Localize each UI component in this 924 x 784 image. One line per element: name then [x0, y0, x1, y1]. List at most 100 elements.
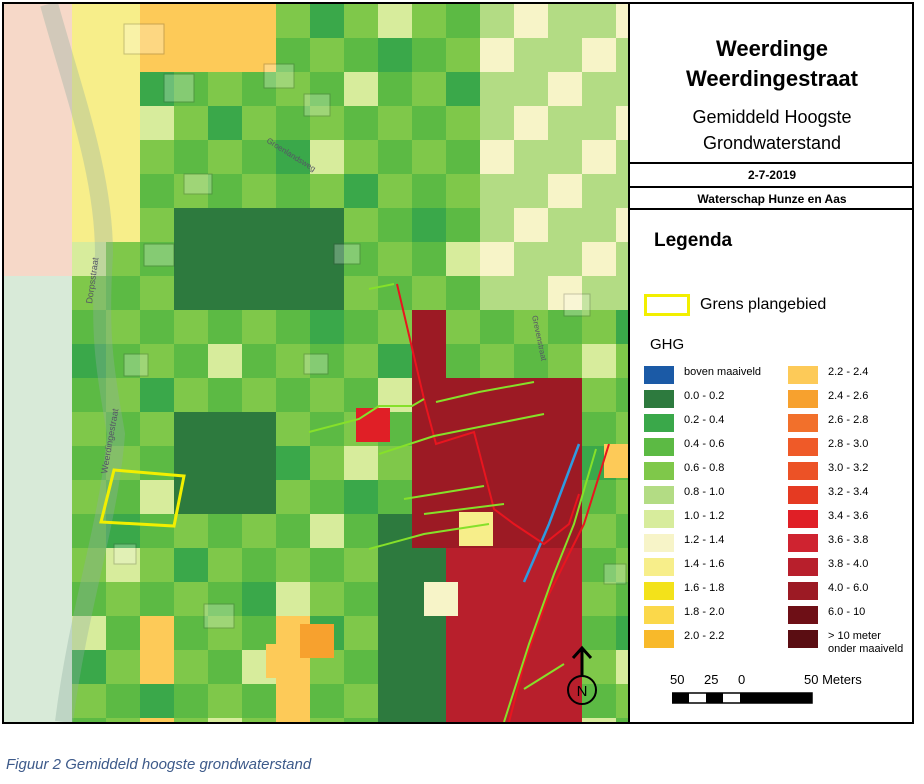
raster-cell — [242, 310, 276, 344]
subtitle: Gemiddeld Hoogste Grondwaterstand — [630, 104, 912, 156]
raster-cell — [378, 276, 412, 310]
raster-cell — [140, 412, 174, 446]
raster-cell — [174, 412, 208, 446]
scale-bar-graphic — [672, 692, 813, 704]
raster-cell — [480, 582, 514, 616]
raster-cell — [38, 616, 72, 650]
raster-cell — [548, 616, 582, 650]
road-weerdingestraat — [40, 4, 126, 722]
raster-cell — [582, 174, 616, 208]
raster-cell — [548, 242, 582, 276]
raster-cell — [344, 446, 378, 480]
raster-cell — [38, 446, 72, 480]
raster-cell — [106, 616, 140, 650]
raster-cell — [106, 684, 140, 718]
ghg-label: GHG — [650, 336, 685, 353]
raster-cell — [106, 582, 140, 616]
raster-cell — [4, 548, 38, 582]
raster-cell — [310, 412, 344, 446]
legend-swatch — [644, 630, 674, 648]
raster-cell — [208, 38, 242, 72]
legend-class-item: 1.4 - 1.6 — [644, 558, 761, 582]
raster-cell — [106, 310, 140, 344]
map-layout-frame: Dorpsstraat Weerdingestraat Groenlandswe… — [2, 2, 914, 724]
raster-cell — [446, 344, 480, 378]
raster-cell — [514, 4, 548, 38]
raster-cell — [480, 616, 514, 650]
raster-cell — [344, 38, 378, 72]
scale-label-0: 0 — [738, 672, 746, 687]
raster-cell — [582, 684, 616, 718]
raster-cell — [378, 446, 412, 480]
building-footprint — [303, 93, 331, 117]
raster-cell — [72, 208, 106, 242]
raster-cell — [378, 140, 412, 174]
scale-label-25: 25 — [704, 672, 719, 687]
raster-cell — [446, 106, 480, 140]
raster-cell — [310, 582, 344, 616]
raster-cell — [344, 344, 378, 378]
raster-cell — [38, 276, 72, 310]
raster-cell — [310, 38, 344, 72]
raster-cell — [174, 616, 208, 650]
raster-cell — [548, 684, 582, 718]
legend-boundary-item: Grens plangebied — [644, 294, 826, 316]
raster-cell — [242, 344, 276, 378]
legend-class-label: 0.8 - 1.0 — [684, 486, 725, 498]
raster-cell — [208, 310, 242, 344]
raster-cell — [412, 174, 446, 208]
raster-cell — [38, 106, 72, 140]
raster-cell — [300, 624, 334, 658]
raster-cell — [140, 174, 174, 208]
raster-cell — [4, 650, 38, 684]
raster-cell — [344, 378, 378, 412]
raster-cell — [344, 310, 378, 344]
raster-cell — [378, 718, 412, 722]
plan-area-boundary[interactable] — [99, 468, 186, 528]
raster-cell — [514, 446, 548, 480]
raster-cell — [616, 276, 628, 310]
raster-cell — [446, 718, 480, 722]
legend-panel: Weerdinge Weerdingestraat Gemiddeld Hoog… — [628, 4, 912, 722]
raster-cell — [72, 344, 106, 378]
raster-cell — [276, 446, 310, 480]
legend-class-item: 2.4 - 2.6 — [788, 390, 903, 414]
raster-cell — [4, 412, 38, 446]
legend-class-label: 2.6 - 2.8 — [828, 414, 869, 426]
raster-cell — [480, 140, 514, 174]
raster-cell — [174, 276, 208, 310]
raster-cell — [72, 38, 106, 72]
raster-cell — [72, 582, 106, 616]
legend-class-label: > 10 meter onder maaiveld — [828, 630, 904, 655]
legend-swatch — [644, 558, 674, 576]
raster-cell — [242, 4, 276, 38]
raster-cell — [72, 174, 106, 208]
raster-cell — [446, 174, 480, 208]
raster-cell — [72, 650, 106, 684]
raster-cell — [140, 140, 174, 174]
raster-cell — [548, 72, 582, 106]
raster-cell — [412, 72, 446, 106]
raster-cell — [4, 72, 38, 106]
groundwater-raster-map: Dorpsstraat Weerdingestraat Groenlandswe… — [4, 4, 628, 722]
raster-cell — [72, 276, 106, 310]
raster-cell — [38, 548, 72, 582]
raster-cell — [140, 718, 174, 722]
raster-cell — [106, 480, 140, 514]
raster-cell — [208, 582, 242, 616]
map-canvas[interactable]: Dorpsstraat Weerdingestraat Groenlandswe… — [4, 4, 628, 722]
raster-cell — [72, 616, 106, 650]
raster-cell — [242, 276, 276, 310]
raster-cell — [174, 582, 208, 616]
raster-cell — [582, 242, 616, 276]
raster-cell — [480, 174, 514, 208]
raster-cell — [38, 582, 72, 616]
raster-cell — [310, 140, 344, 174]
raster-cell — [140, 684, 174, 718]
raster-cell — [446, 446, 480, 480]
raster-cell — [72, 106, 106, 140]
raster-cell — [616, 72, 628, 106]
raster-cell — [378, 106, 412, 140]
raster-cell — [344, 242, 378, 276]
raster-cell — [208, 616, 242, 650]
